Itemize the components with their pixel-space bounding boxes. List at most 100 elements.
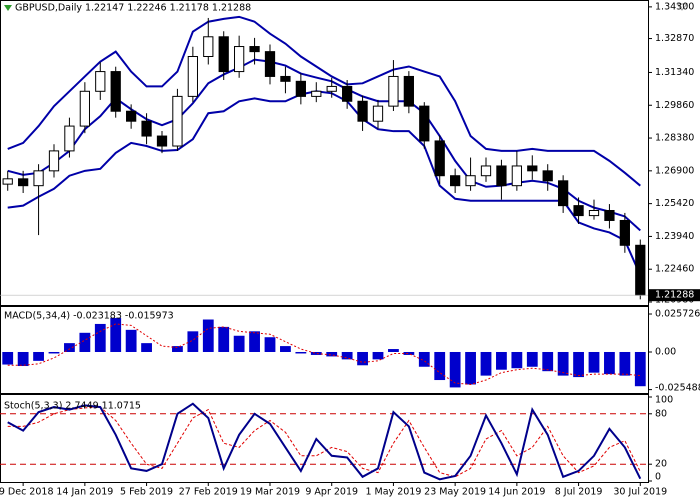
macd-bar (218, 326, 230, 352)
macd-bar (496, 351, 507, 370)
panel-frame (0, 306, 649, 394)
panel-frame (0, 394, 649, 483)
x-tick-label: 14 Jun 2019 (488, 487, 545, 498)
y-tick-label: 1.22460 (655, 264, 694, 275)
candle-body (156, 135, 168, 147)
candle-body (2, 178, 13, 185)
panel-frame (0, 0, 649, 306)
candle-body (372, 105, 384, 122)
macd-bar (17, 351, 29, 367)
y-tick-label: 1.29860 (655, 100, 694, 111)
macd-bar (434, 351, 446, 381)
bollinger-band (7, 90, 642, 276)
candle-body (496, 165, 507, 187)
macd-bar (264, 337, 276, 352)
candle-body (79, 90, 90, 127)
macd-bar (94, 323, 106, 352)
macd-bar (388, 349, 399, 352)
candle-body (558, 180, 569, 207)
candle-body (342, 85, 353, 102)
candle-body (403, 75, 414, 107)
macd-bar (202, 319, 214, 352)
macd-bar (557, 351, 569, 376)
candle-body (33, 170, 44, 187)
stoch-title: Stoch(5,3,3) 2.7449 11.0715 (4, 401, 141, 412)
x-tick-label: 19 Mar 2019 (240, 487, 300, 498)
macd-bar (542, 351, 554, 372)
macd-bar (33, 351, 44, 361)
candle-body (141, 120, 152, 137)
candle-body (295, 80, 306, 97)
macd-bar (449, 351, 461, 388)
macd-bar (48, 351, 60, 354)
macd-bar (233, 335, 245, 352)
candle-body (573, 205, 584, 217)
scroll-icon (675, 3, 689, 11)
macd-bar (511, 351, 523, 369)
candle-body (126, 110, 137, 122)
candle-body (234, 46, 245, 73)
x-tick-label: 27 Feb 2019 (179, 487, 238, 498)
macd-bar (326, 351, 338, 357)
y-tick-label: 1.28380 (655, 133, 694, 144)
macd-bar (280, 346, 291, 352)
macd-bar (418, 351, 430, 367)
macd-bar (403, 351, 415, 355)
y-tick-label: 1.31340 (655, 67, 694, 78)
candle-body (465, 175, 476, 187)
x-tick-label: 5 Feb 2019 (120, 487, 173, 498)
candle-body (480, 165, 492, 177)
macd-bar (634, 351, 646, 387)
candle-body (619, 219, 630, 246)
macd-bar (480, 351, 492, 376)
candle-body (110, 71, 121, 112)
y-tick-label: 1.34300 (655, 1, 694, 12)
x-tick-label: 30 Jul 2019 (613, 487, 667, 498)
symbol-icon (4, 5, 12, 11)
macd-bar (357, 351, 368, 366)
candle-body (450, 175, 461, 187)
macd-bar (249, 331, 260, 352)
last-price-tag (649, 289, 700, 302)
candle-body (604, 209, 615, 221)
y-tick-label: 100 (655, 395, 673, 406)
macd-title: MACD(5,34,4) -0.023183 -0.015973 (4, 311, 174, 322)
macd-bar (341, 351, 353, 360)
y-tick-label: 0.025726 (655, 309, 700, 320)
candle-body (18, 178, 29, 187)
macd-bar (573, 351, 584, 378)
candle-body (357, 100, 368, 122)
macd-bar (79, 332, 91, 352)
x-tick-label: 9 Apr 2019 (305, 487, 358, 498)
macd-bar (526, 351, 538, 367)
y-tick-label: 0 (655, 472, 661, 483)
candle-body (172, 95, 183, 147)
candle-body (249, 46, 260, 53)
y-tick-label: 20 (655, 459, 667, 470)
y-tick-label: 1.32870 (655, 33, 694, 44)
candle-body (527, 165, 538, 172)
macd-bar (141, 343, 152, 352)
y-tick-label: 80 (655, 408, 667, 419)
candle-body (542, 170, 553, 182)
macd-bar (588, 351, 600, 373)
candle-body (187, 56, 198, 97)
macd-bar (125, 329, 137, 352)
candle-body (511, 165, 522, 187)
candle-body (419, 105, 430, 142)
y-tick-label: -0.025488 (655, 383, 700, 394)
macd-bar (187, 331, 199, 352)
x-tick-label: 19 Dec 2018 (0, 487, 53, 498)
macd-bar (604, 351, 615, 375)
chart-title: GBPUSD,Daily 1.22147 1.22246 1.21178 1.2… (15, 3, 251, 14)
x-tick-label: 1 May 2019 (365, 487, 421, 498)
x-tick-label: 8 Jul 2019 (555, 487, 603, 498)
macd-bar (619, 351, 631, 376)
candle-body (326, 85, 337, 92)
macd-bar (172, 346, 183, 352)
last-price-label: 1.21288 (655, 290, 694, 301)
macd-bar (2, 351, 14, 365)
candle-body (588, 209, 600, 217)
